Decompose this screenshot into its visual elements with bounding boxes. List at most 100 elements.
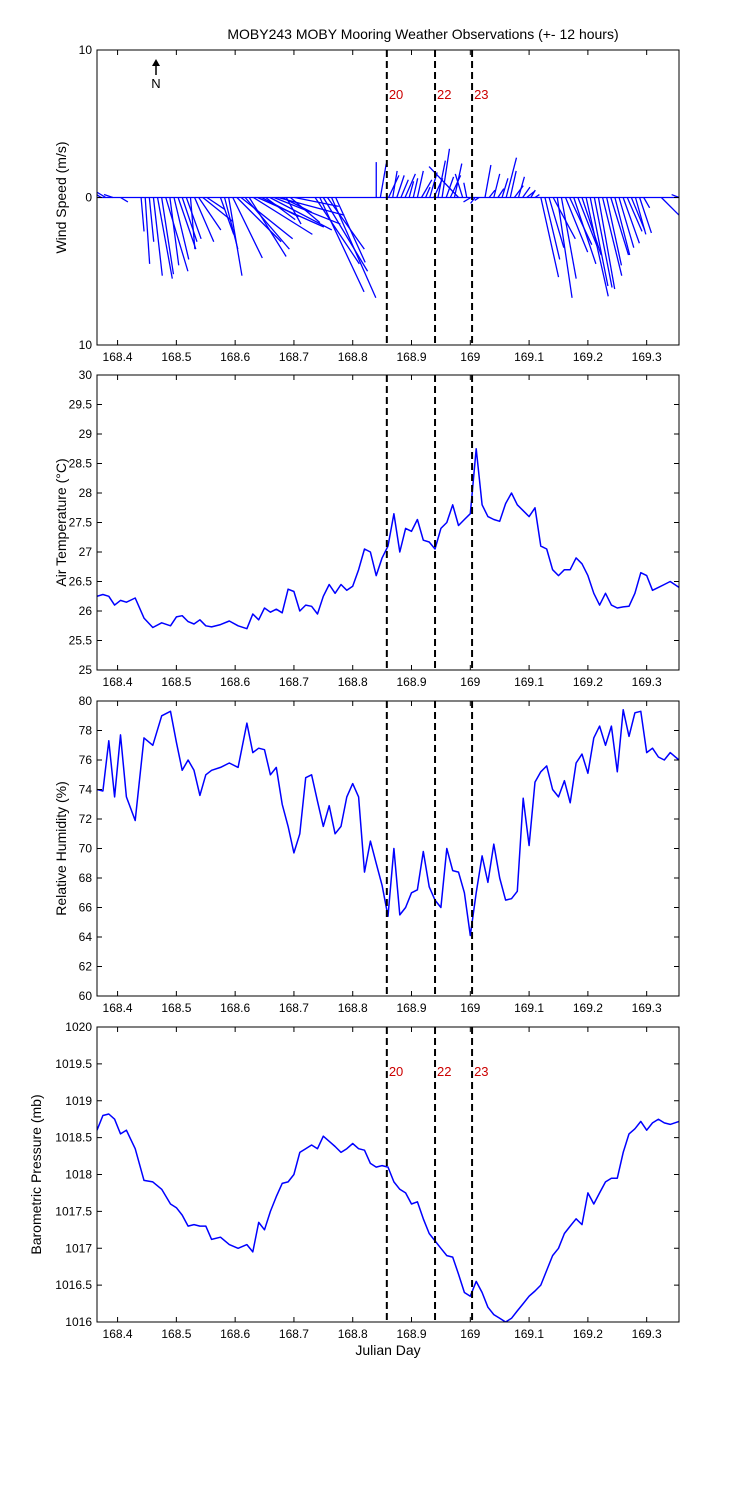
wind-vector-44 bbox=[326, 197, 365, 250]
wind-vector-80 bbox=[517, 176, 526, 198]
wind-vector-73 bbox=[488, 189, 496, 198]
wind-vector-45 bbox=[330, 197, 377, 299]
wind-vector-22 bbox=[219, 197, 235, 235]
wind-vector-81 bbox=[522, 186, 531, 198]
pressure-ytick-label-8: 1020 bbox=[65, 1020, 92, 1034]
wind-vector-105 bbox=[622, 197, 640, 244]
pressure-series-line bbox=[97, 1113, 679, 1322]
wind-marker-label-2: 23 bbox=[474, 87, 488, 102]
humidity-xtick-label-1: 168.5 bbox=[161, 1001, 191, 1015]
wind-vector-84 bbox=[534, 194, 540, 199]
wind-vector-68 bbox=[463, 182, 468, 198]
wind-marker-label-1: 22 bbox=[437, 87, 451, 102]
wind-vector-100 bbox=[601, 197, 623, 276]
temp-xtick-label-8: 169.2 bbox=[573, 675, 603, 689]
wind-vector-51 bbox=[396, 175, 405, 198]
wind-vector-16 bbox=[185, 197, 202, 240]
pressure-ytick-label-0: 1016 bbox=[65, 1315, 92, 1329]
wind-vector-11 bbox=[165, 197, 189, 272]
figure-title: MOBY243 MOBY Mooring Weather Observation… bbox=[227, 26, 618, 42]
wind-vector-78 bbox=[509, 170, 517, 198]
wind-vector-10 bbox=[161, 197, 175, 275]
wind-vector-7 bbox=[148, 197, 155, 242]
wind-vector-27 bbox=[240, 196, 294, 240]
wind-vector-30 bbox=[253, 196, 313, 235]
wind-vector-21 bbox=[206, 196, 225, 210]
wind-vector-38 bbox=[285, 197, 302, 225]
humidity-series-line bbox=[97, 709, 679, 937]
wind-vector-33 bbox=[265, 196, 296, 221]
wind-vector-109 bbox=[638, 197, 653, 234]
wind-vector-106 bbox=[626, 197, 643, 232]
humidity-ytick-label-2: 64 bbox=[79, 930, 93, 944]
temp-series-line bbox=[97, 448, 679, 630]
humidity-xtick-label-5: 168.9 bbox=[396, 1001, 426, 1015]
temp-ylabel: Air Temperature (°C) bbox=[53, 458, 69, 586]
wind-vector-66 bbox=[428, 166, 460, 198]
pressure-ytick-label-7: 1019.5 bbox=[55, 1057, 92, 1071]
humidity-ytick-label-10: 80 bbox=[79, 694, 93, 708]
humidity-plot-area bbox=[97, 709, 679, 937]
wind-vector-94 bbox=[577, 197, 598, 247]
wind-vector-93 bbox=[573, 197, 597, 265]
wind-vector-12 bbox=[169, 197, 180, 266]
temp-ytick-label-3: 26.5 bbox=[69, 575, 93, 589]
pressure-marker-label-0: 20 bbox=[389, 1064, 403, 1079]
pressure-xtick-label-0: 168.4 bbox=[103, 1327, 133, 1341]
pressure-ytick-label-1: 1016.5 bbox=[55, 1278, 92, 1292]
temp-ytick-label-10: 30 bbox=[79, 368, 93, 382]
temp-xtick-label-5: 168.9 bbox=[396, 675, 426, 689]
wind-vector-18 bbox=[193, 197, 215, 243]
wind-xtick-label-9: 169.3 bbox=[632, 350, 662, 364]
wind-vector-69 bbox=[463, 196, 472, 203]
wind-vector-87 bbox=[548, 197, 565, 248]
pressure-xtick-label-5: 168.9 bbox=[396, 1327, 426, 1341]
temp-ytick-label-6: 28 bbox=[79, 486, 93, 500]
wind-speed-panel: 20 22 23 168.4 168.5 168.6 168.7 168.8 168.9 169 1… bbox=[53, 43, 680, 364]
wind-vector-89 bbox=[556, 197, 573, 298]
wind-vector-52 bbox=[400, 179, 409, 198]
pressure-ytick-label-6: 1019 bbox=[65, 1094, 92, 1108]
temp-ytick-label-4: 27 bbox=[79, 545, 93, 559]
wind-xtick-label-2: 168.6 bbox=[220, 350, 250, 364]
temp-ytick-label-5: 27.5 bbox=[69, 516, 93, 530]
wind-vector-63 bbox=[445, 176, 455, 198]
wind-vector-97 bbox=[589, 197, 609, 287]
wind-vector-95 bbox=[581, 197, 602, 256]
temp-xtick-label-7: 169.1 bbox=[514, 675, 544, 689]
humidity-xtick-label-7: 169.1 bbox=[514, 1001, 544, 1015]
pressure-ylabel: Barometric Pressure (mb) bbox=[28, 1094, 44, 1254]
humidity-xtick-label-9: 169.3 bbox=[632, 1001, 662, 1015]
humidity-xtick-label-4: 168.8 bbox=[338, 1001, 368, 1015]
wind-vector-50 bbox=[392, 170, 398, 198]
temp-xtick-label-0: 168.4 bbox=[103, 675, 133, 689]
pressure-xlabel: Julian Day bbox=[355, 1342, 420, 1358]
wind-vector-58 bbox=[425, 186, 431, 198]
wind-vector-3 bbox=[103, 193, 114, 199]
wind-vector-91 bbox=[564, 197, 589, 253]
wind-vector-25 bbox=[232, 197, 263, 259]
humidity-ytick-label-6: 72 bbox=[79, 812, 93, 826]
wind-vector-90 bbox=[560, 197, 577, 279]
wind-vector-75 bbox=[497, 188, 505, 198]
pressure-xtick-label-6: 169 bbox=[460, 1327, 480, 1341]
wind-xtick-label-8: 169.2 bbox=[573, 350, 603, 364]
wind-ytick-label-1: 0 bbox=[85, 191, 92, 205]
wind-vector-86 bbox=[544, 197, 561, 260]
wind-vector-46 bbox=[335, 197, 366, 263]
wind-vector-19 bbox=[198, 197, 222, 231]
wind-vector-82 bbox=[526, 191, 535, 199]
humidity-ylabel: Relative Humidity (%) bbox=[53, 781, 69, 916]
wind-vector-43 bbox=[322, 197, 369, 272]
wind-vector-5 bbox=[140, 197, 145, 232]
wind-vector-104 bbox=[618, 197, 635, 248]
pressure-xtick-label-7: 169.1 bbox=[514, 1327, 544, 1341]
north-arrowhead bbox=[152, 59, 160, 66]
wind-vector-32 bbox=[261, 196, 299, 218]
air-temperature-panel: 168.4 168.5 168.6 168.7 168.8 168.9 169 169.1 16… bbox=[53, 368, 680, 689]
temp-xtick-label-4: 168.8 bbox=[338, 675, 368, 689]
pressure-marker-label-1: 22 bbox=[437, 1064, 451, 1079]
wind-vector-111 bbox=[660, 197, 679, 217]
wind-vector-101 bbox=[606, 197, 623, 266]
